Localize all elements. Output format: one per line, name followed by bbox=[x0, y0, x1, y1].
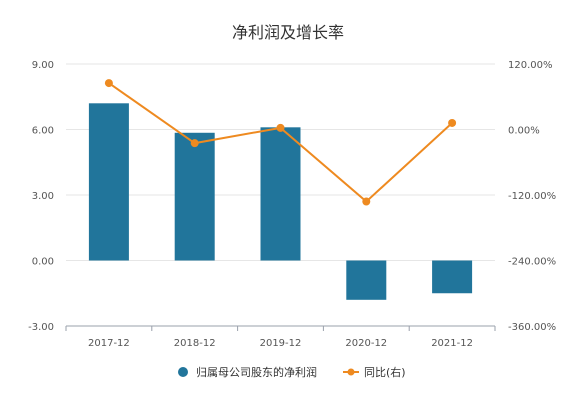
bar-series bbox=[88, 103, 473, 300]
line-point bbox=[362, 197, 371, 206]
legend-line-label: 同比(右) bbox=[364, 365, 406, 379]
bar bbox=[260, 127, 301, 261]
line-point bbox=[448, 118, 457, 127]
bar bbox=[88, 103, 129, 261]
y-left-tick-label: 0.00 bbox=[32, 257, 54, 268]
x-tick-label: 2018-12 bbox=[174, 338, 216, 349]
y-left-tick-label: 3.00 bbox=[32, 191, 54, 202]
y-right-tick-label: -120.00% bbox=[508, 191, 556, 202]
x-tick-label: 2017-12 bbox=[88, 338, 130, 349]
legend: 归属母公司股东的净利润 同比(右) bbox=[178, 365, 406, 379]
bar bbox=[174, 132, 215, 261]
y-left-tick-label: 9.00 bbox=[32, 60, 54, 71]
y-left-tick-label: -3.00 bbox=[28, 322, 54, 333]
legend-bar-label: 归属母公司股东的净利润 bbox=[196, 365, 317, 379]
x-tick-label: 2020-12 bbox=[345, 338, 387, 349]
legend-line-dot bbox=[347, 368, 355, 376]
bar bbox=[432, 260, 473, 294]
bar bbox=[346, 260, 387, 300]
line-series bbox=[104, 79, 457, 206]
line-point bbox=[190, 139, 199, 148]
axes: 9.00 120.00% 6.00 0.00% 3.00 -120.00% 0.00 -240… bbox=[28, 60, 556, 349]
chart-title: 净利润及增长率 bbox=[232, 23, 344, 42]
y-right-tick-label: 0.00% bbox=[508, 126, 540, 137]
x-tick-label: 2019-12 bbox=[260, 338, 302, 349]
line-point bbox=[276, 123, 285, 132]
y-left-tick-label: 6.00 bbox=[32, 126, 54, 137]
y-right-tick-label: 120.00% bbox=[508, 60, 553, 71]
x-tick-label: 2021-12 bbox=[431, 338, 473, 349]
y-right-tick-label: -240.00% bbox=[508, 257, 556, 268]
legend-bar-marker bbox=[178, 367, 188, 377]
y-right-tick-label: -360.00% bbox=[508, 322, 556, 333]
line-point bbox=[104, 79, 113, 88]
